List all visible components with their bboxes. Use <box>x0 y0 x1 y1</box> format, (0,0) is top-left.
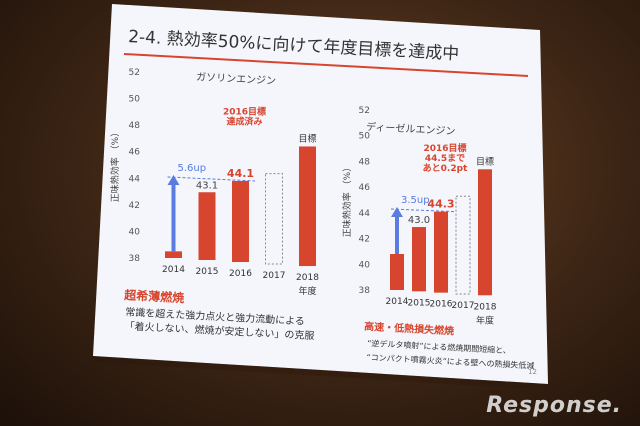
x-axis-label: 年度 <box>476 314 494 326</box>
bar <box>390 254 404 290</box>
target-label: 目標 <box>298 132 316 144</box>
y-tick-label: 38 <box>129 254 141 264</box>
y-tick-label: 52 <box>359 106 370 116</box>
gain-label: 3.5up <box>401 195 430 206</box>
y-tick-label: 52 <box>129 68 140 78</box>
y-tick-label: 40 <box>359 260 371 270</box>
y-tick-label: 50 <box>129 95 141 105</box>
x-tick-label: 2017 <box>452 301 475 311</box>
y-tick-label: 40 <box>129 227 141 237</box>
bar <box>412 227 426 292</box>
target-note: 2016目標 44.5まであと0.2pt <box>423 142 468 174</box>
slide-shadow-edge <box>93 356 548 390</box>
x-axis-label: 年度 <box>298 285 316 297</box>
placeholder-bar <box>265 173 283 265</box>
x-tick-label: 2015 <box>408 298 431 308</box>
gain-arrow-head <box>391 207 403 217</box>
y-tick-label: 42 <box>359 235 370 245</box>
x-tick-label: 2016 <box>229 269 252 279</box>
data-label: 44.3 <box>427 198 454 211</box>
slide-page-number: 12 <box>528 368 537 376</box>
y-tick-label: 50 <box>359 132 371 142</box>
y-tick-label: 48 <box>359 157 371 167</box>
y-tick-label: 44 <box>359 209 371 219</box>
target-bar <box>299 146 316 267</box>
x-tick-label: 2018 <box>474 302 497 312</box>
data-label: 44.1 <box>227 167 254 180</box>
bar <box>232 180 249 263</box>
y-tick-label: 46 <box>359 183 371 193</box>
x-tick-label: 2015 <box>196 267 219 277</box>
target-note-line: あと0.2pt <box>423 163 468 174</box>
x-tick-label: 2014 <box>386 297 409 307</box>
x-tick-label: 2014 <box>162 265 185 275</box>
target-note: 2016目標達成済み <box>223 106 266 128</box>
x-tick-label: 2017 <box>263 271 286 281</box>
target-note-line: 2016目標 <box>223 106 266 118</box>
target-note-line: 達成済み <box>226 116 262 128</box>
bar <box>198 192 216 261</box>
target-bar <box>478 169 492 296</box>
data-label: 43.0 <box>408 215 430 226</box>
gain-arrow-head <box>167 174 180 185</box>
y-tick-label: 42 <box>129 201 140 211</box>
y-tick-label: 46 <box>129 148 141 158</box>
gain-label: 5.6up <box>178 163 207 174</box>
target-note-line: 2016目標 <box>423 142 466 154</box>
y-tick-label: 44 <box>129 174 141 184</box>
y-tick-label: 38 <box>359 286 371 296</box>
bar <box>165 251 182 258</box>
footer-heading: 超希薄燃焼 <box>123 287 185 305</box>
bar <box>434 211 448 293</box>
target-note-line: 44.5まで <box>425 153 465 164</box>
target-label: 目標 <box>476 155 494 167</box>
response-watermark: Response. <box>486 393 622 418</box>
y-tick-label: 48 <box>129 121 141 131</box>
y-axis-label: 正味熱効率 （%） <box>341 163 353 237</box>
y-axis-label: 正味熱効率 （%） <box>109 128 121 202</box>
gain-reference-line <box>167 176 256 182</box>
x-tick-label: 2016 <box>430 300 453 310</box>
x-tick-label: 2018 <box>296 273 319 283</box>
title-underline <box>123 53 529 77</box>
gain-reference-line <box>390 208 455 213</box>
data-label: 43.1 <box>196 180 218 191</box>
chart-title: ガソリンエンジン <box>196 71 277 87</box>
